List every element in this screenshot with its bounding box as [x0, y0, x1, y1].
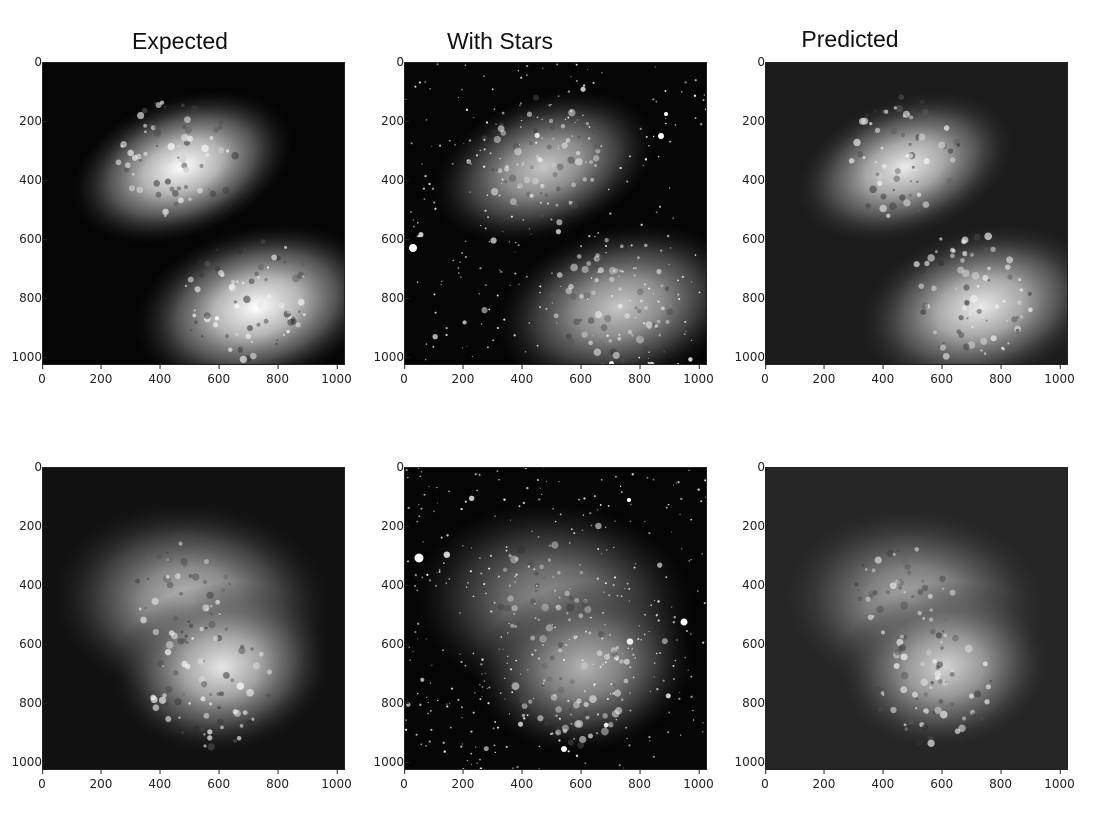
bright-star [658, 133, 664, 139]
bright-star [627, 498, 631, 502]
y-tick-label: 0 [0, 56, 47, 68]
y-tick-label: 600 [356, 233, 409, 245]
x-tick-label: 600 [207, 770, 230, 790]
y-tick-label: 1000 [0, 351, 47, 363]
x-tick-label: 800 [989, 365, 1012, 385]
x-tick-label: 200 [89, 365, 112, 385]
x-tick-label: 800 [266, 770, 289, 790]
x-tick-label: 600 [569, 365, 592, 385]
galaxy-image-predicted [765, 62, 1068, 365]
x-tick-label: 600 [930, 770, 953, 790]
y-tick-label: 1000 [356, 756, 409, 768]
column-title-expected: Expected [132, 28, 228, 54]
y-tick-label: 1000 [717, 756, 770, 768]
y-tick-label: 200 [0, 520, 47, 532]
y-tick-label: 200 [356, 520, 409, 532]
galaxy-glow [794, 90, 1016, 244]
panel-predicted-row-1: 0 200 400 600 800 1000 0 200 400 600 800 1000 [734, 56, 1074, 385]
y-tick-label: 400 [717, 174, 770, 186]
y-tick-label: 800 [356, 697, 409, 709]
y-tick-label: 200 [356, 115, 409, 127]
y-tick-label: 400 [356, 174, 409, 186]
galaxy-image-with-stars [404, 467, 707, 770]
panel-with-stars-row-1: 0 200 400 600 800 1000 0 200 400 600 800 1000 [373, 56, 713, 385]
panel-expected-row-2: 0 200 400 600 800 1000 0 200 400 600 800 1000 [11, 461, 351, 790]
y-tick-label: 1000 [717, 351, 770, 363]
y-tick-label: 600 [717, 233, 770, 245]
x-tick-label: 0 [761, 365, 769, 385]
y-tick-label: 800 [356, 292, 409, 304]
x-tick-label: 800 [628, 770, 651, 790]
x-tick-label: 0 [38, 365, 46, 385]
column-title-with-stars: With Stars [446, 28, 554, 54]
x-tick-label: 0 [400, 770, 408, 790]
x-tick-label: 800 [266, 365, 289, 385]
x-tick-label: 400 [871, 365, 894, 385]
x-tick-label: 1000 [1044, 365, 1075, 385]
x-tick-label: 400 [510, 770, 533, 790]
x-tick-label: 200 [451, 770, 474, 790]
panel-predicted-row-2: 0 200 400 600 800 1000 0 200 400 600 800 1000 [734, 461, 1074, 790]
x-tick-label: 1000 [1044, 770, 1075, 790]
y-tick-label: 1000 [356, 351, 409, 363]
x-tick-label: 400 [148, 365, 171, 385]
x-tick-label: 200 [812, 770, 835, 790]
galaxy-glow [112, 581, 332, 753]
y-tick-label: 400 [0, 579, 47, 591]
galaxy-image-expected [42, 62, 345, 365]
galaxy-image-with-stars [404, 62, 707, 365]
bright-star [680, 618, 688, 626]
y-tick-label: 600 [717, 638, 770, 650]
x-tick-label: 0 [761, 770, 769, 790]
x-tick-label: 1000 [321, 365, 352, 385]
y-tick-label: 400 [717, 579, 770, 591]
y-tick-label: 1000 [0, 756, 47, 768]
y-tick-label: 0 [717, 56, 770, 68]
bright-star [664, 112, 668, 116]
panel-with-stars-row-2: 0 200 400 600 800 1000 0 200 400 600 800 1000 [373, 461, 713, 790]
x-tick-label: 800 [628, 365, 651, 385]
y-tick-label: 0 [0, 461, 47, 473]
x-tick-label: 600 [207, 365, 230, 385]
y-tick-label: 800 [717, 697, 770, 709]
y-tick-label: 200 [717, 115, 770, 127]
x-tick-label: 600 [569, 770, 592, 790]
y-tick-label: 0 [356, 461, 409, 473]
column-title-predicted: Predicted [801, 26, 899, 52]
y-tick-label: 0 [356, 56, 409, 68]
x-tick-label: 1000 [683, 770, 714, 790]
x-tick-label: 200 [451, 365, 474, 385]
y-tick-label: 600 [0, 638, 47, 650]
bright-star [561, 746, 567, 752]
x-tick-label: 1000 [683, 365, 714, 385]
bright-star [414, 553, 424, 563]
x-tick-label: 200 [89, 770, 112, 790]
y-tick-label: 0 [717, 461, 770, 473]
y-tick-label: 800 [0, 292, 47, 304]
x-tick-label: 400 [510, 365, 533, 385]
y-tick-label: 400 [356, 579, 409, 591]
x-tick-label: 1000 [321, 770, 352, 790]
galaxy-glow [134, 223, 345, 365]
galaxy-image-predicted [765, 467, 1068, 770]
galaxy-glow [433, 90, 655, 244]
x-tick-label: 0 [400, 365, 408, 385]
x-tick-label: 0 [38, 770, 46, 790]
y-tick-label: 600 [356, 638, 409, 650]
x-tick-label: 400 [871, 770, 894, 790]
y-tick-label: 200 [0, 115, 47, 127]
galaxy-image-expected [42, 467, 345, 770]
y-tick-label: 600 [0, 233, 47, 245]
x-tick-label: 400 [148, 770, 171, 790]
y-tick-label: 200 [717, 520, 770, 532]
panel-expected-row-1: 0 200 400 600 800 1000 0 200 400 600 800 1000 [11, 56, 351, 385]
y-tick-label: 800 [717, 292, 770, 304]
y-tick-label: 400 [0, 174, 47, 186]
x-tick-label: 800 [989, 770, 1012, 790]
bright-star [409, 244, 417, 252]
y-tick-label: 800 [0, 697, 47, 709]
x-tick-label: 600 [930, 365, 953, 385]
x-tick-label: 200 [812, 365, 835, 385]
